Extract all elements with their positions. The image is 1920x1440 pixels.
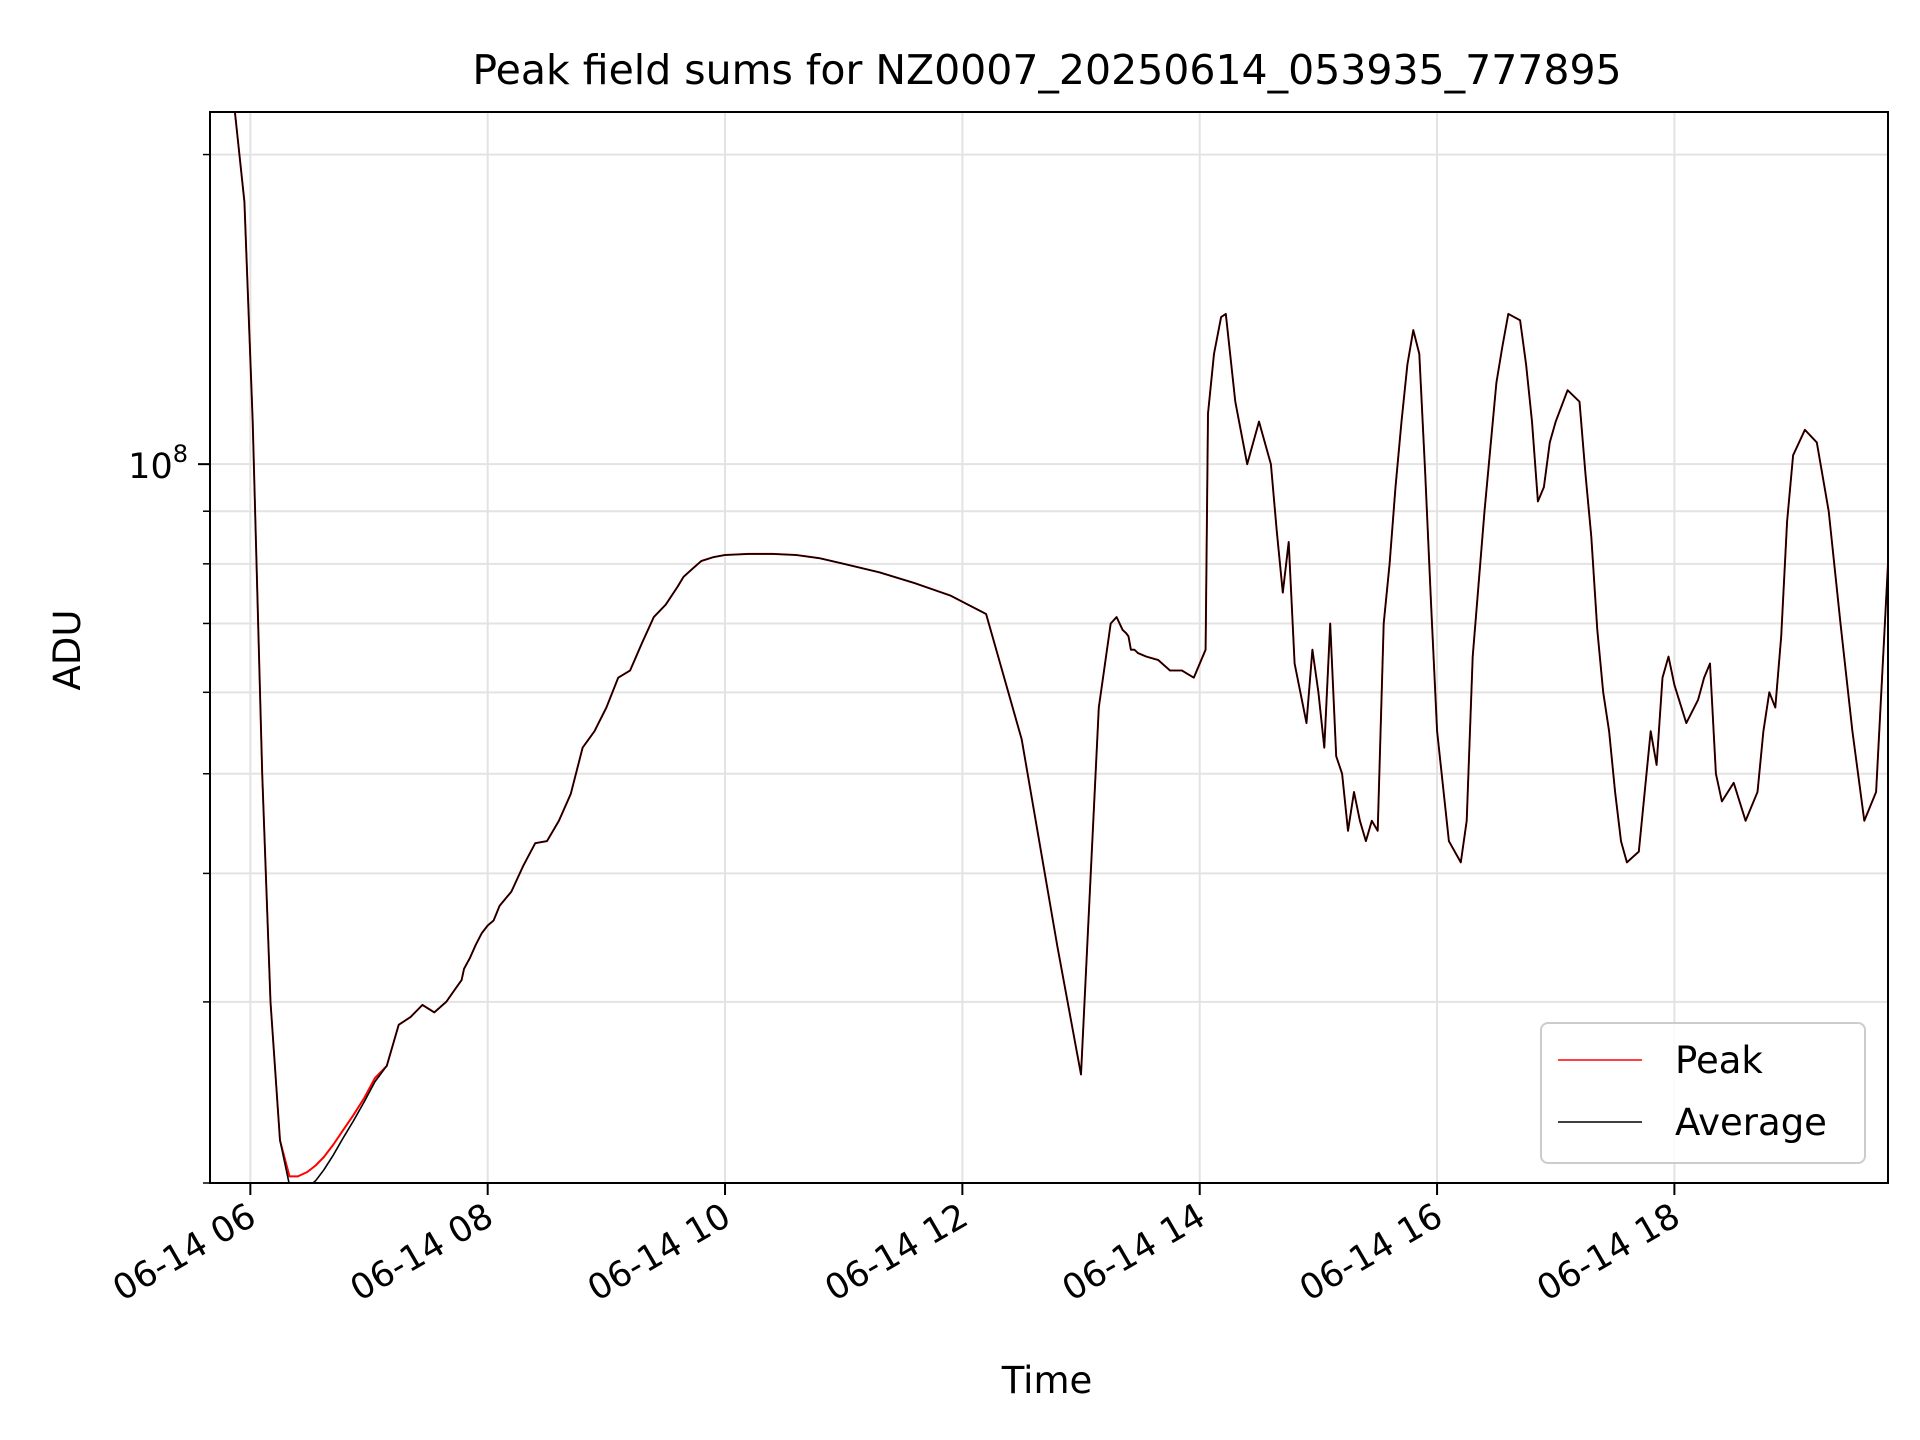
series-line-peak	[210, 112, 1888, 1178]
x-tick-label: 06-14 12	[819, 1196, 975, 1309]
legend: Peak Average	[1540, 1022, 1866, 1164]
series-line-average	[210, 112, 1888, 1183]
legend-label-average: Average	[1675, 1101, 1827, 1144]
y-tick-label: 108	[128, 440, 188, 487]
x-tick-label: 06-14 10	[581, 1196, 737, 1309]
x-axis-label: Time	[1001, 1359, 1093, 1402]
x-tick-label: 06-14 18	[1531, 1196, 1687, 1309]
plot-frame	[209, 111, 1889, 1184]
x-tick-label: 06-14 06	[107, 1196, 263, 1309]
y-axis-label: ADU	[46, 610, 89, 691]
y-tick-base: 10	[128, 447, 173, 487]
x-tick-label: 06-14 16	[1293, 1196, 1449, 1309]
plot-area	[210, 112, 1888, 1183]
x-tick-label: 06-14 14	[1056, 1196, 1212, 1309]
y-tick-exponent: 8	[173, 440, 188, 468]
chart-title: Peak field sums for NZ0007_20250614_0539…	[472, 46, 1621, 94]
legend-label-peak: Peak	[1675, 1039, 1763, 1082]
grid-lines	[210, 112, 1888, 1183]
x-tick-label: 06-14 08	[344, 1196, 500, 1309]
legend-box	[1540, 1022, 1866, 1164]
